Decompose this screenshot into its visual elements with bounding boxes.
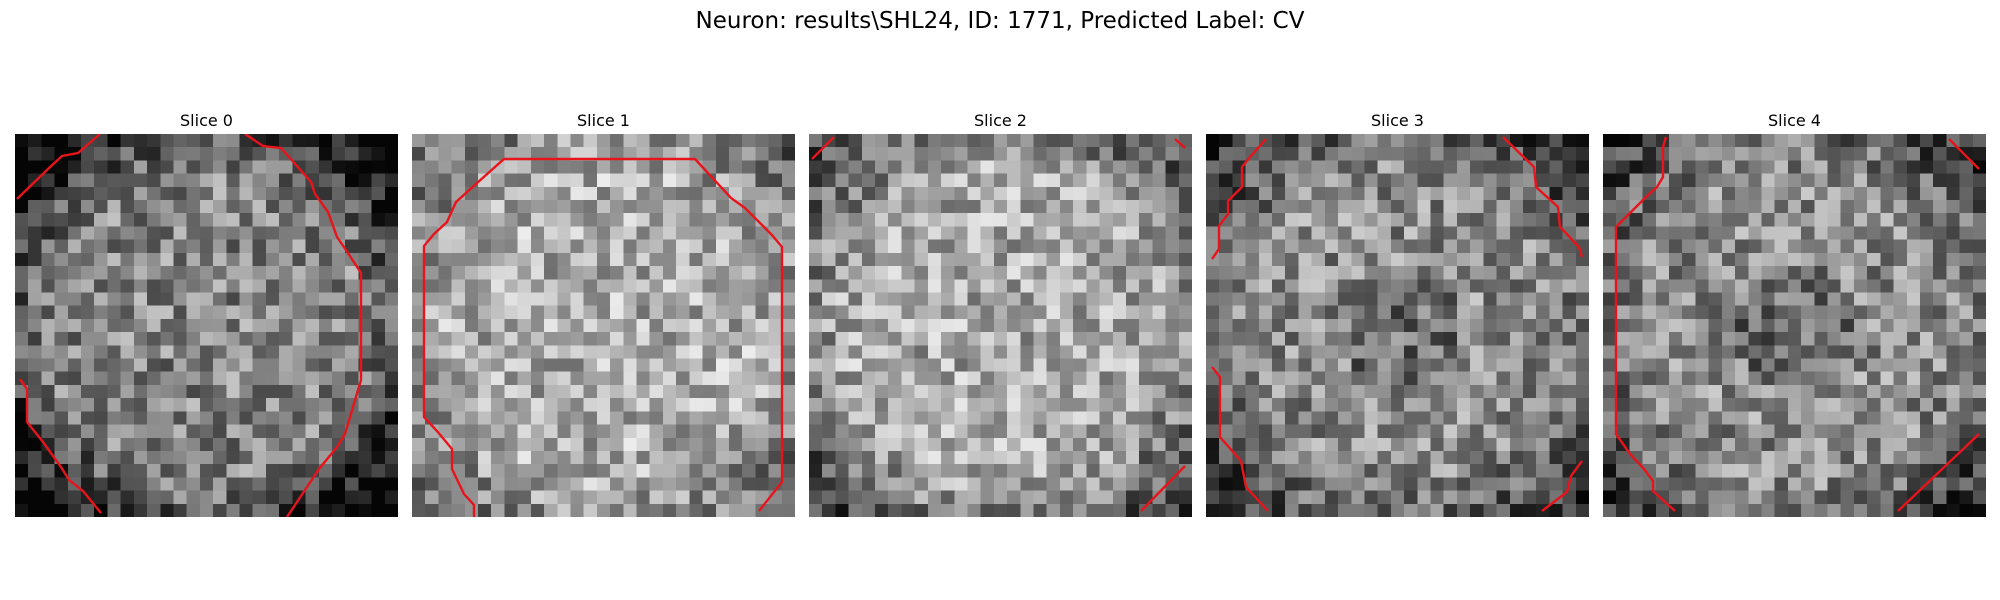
contour-line (16, 134, 101, 200)
slice-image-4 (1603, 134, 1986, 517)
slice-panel-1: Slice 1 (412, 110, 795, 517)
contour-line (1502, 136, 1584, 258)
contour-overlay (1211, 136, 1584, 512)
slice-title: Slice 1 (577, 111, 630, 130)
microscopy-image (1603, 134, 1986, 517)
contour-line (1174, 138, 1186, 149)
slice-title: Slice 4 (1768, 111, 1821, 130)
contour-line (1614, 136, 1676, 512)
microscopy-image (1206, 134, 1589, 517)
contour-overlay (422, 157, 784, 517)
slice-title: Slice 2 (974, 111, 1027, 130)
slice-title: Slice 0 (180, 111, 233, 130)
figure-title: Neuron: results\SHL24, ID: 1771, Predict… (695, 8, 1305, 34)
contour-line (422, 157, 784, 517)
microscopy-image (15, 134, 398, 517)
slice-image-1 (412, 134, 795, 517)
contour-line (1897, 433, 1980, 512)
slice-image-3 (1206, 134, 1589, 517)
contour-line (1948, 138, 1980, 170)
slice-panel-2: Slice 2 (809, 110, 1192, 517)
contour-overlay (1614, 136, 1980, 512)
slice-image-0 (15, 134, 398, 517)
slice-panel-4: Slice 4 (1603, 110, 1986, 517)
contour-line (1211, 366, 1269, 512)
contour-line (1541, 460, 1583, 512)
contour-overlay (16, 134, 363, 517)
contour-line (244, 134, 363, 517)
slice-panel-3: Slice 3 (1206, 110, 1589, 517)
slice-title: Slice 3 (1371, 111, 1424, 130)
contour-line (1211, 138, 1267, 260)
contour-line (1140, 465, 1186, 512)
microscopy-image (809, 134, 1192, 517)
contour-line (19, 378, 102, 514)
contour-line (811, 136, 835, 160)
slice-panel-0: Slice 0 (15, 110, 398, 517)
contour-overlay (811, 136, 1186, 512)
slice-image-2 (809, 134, 1192, 517)
